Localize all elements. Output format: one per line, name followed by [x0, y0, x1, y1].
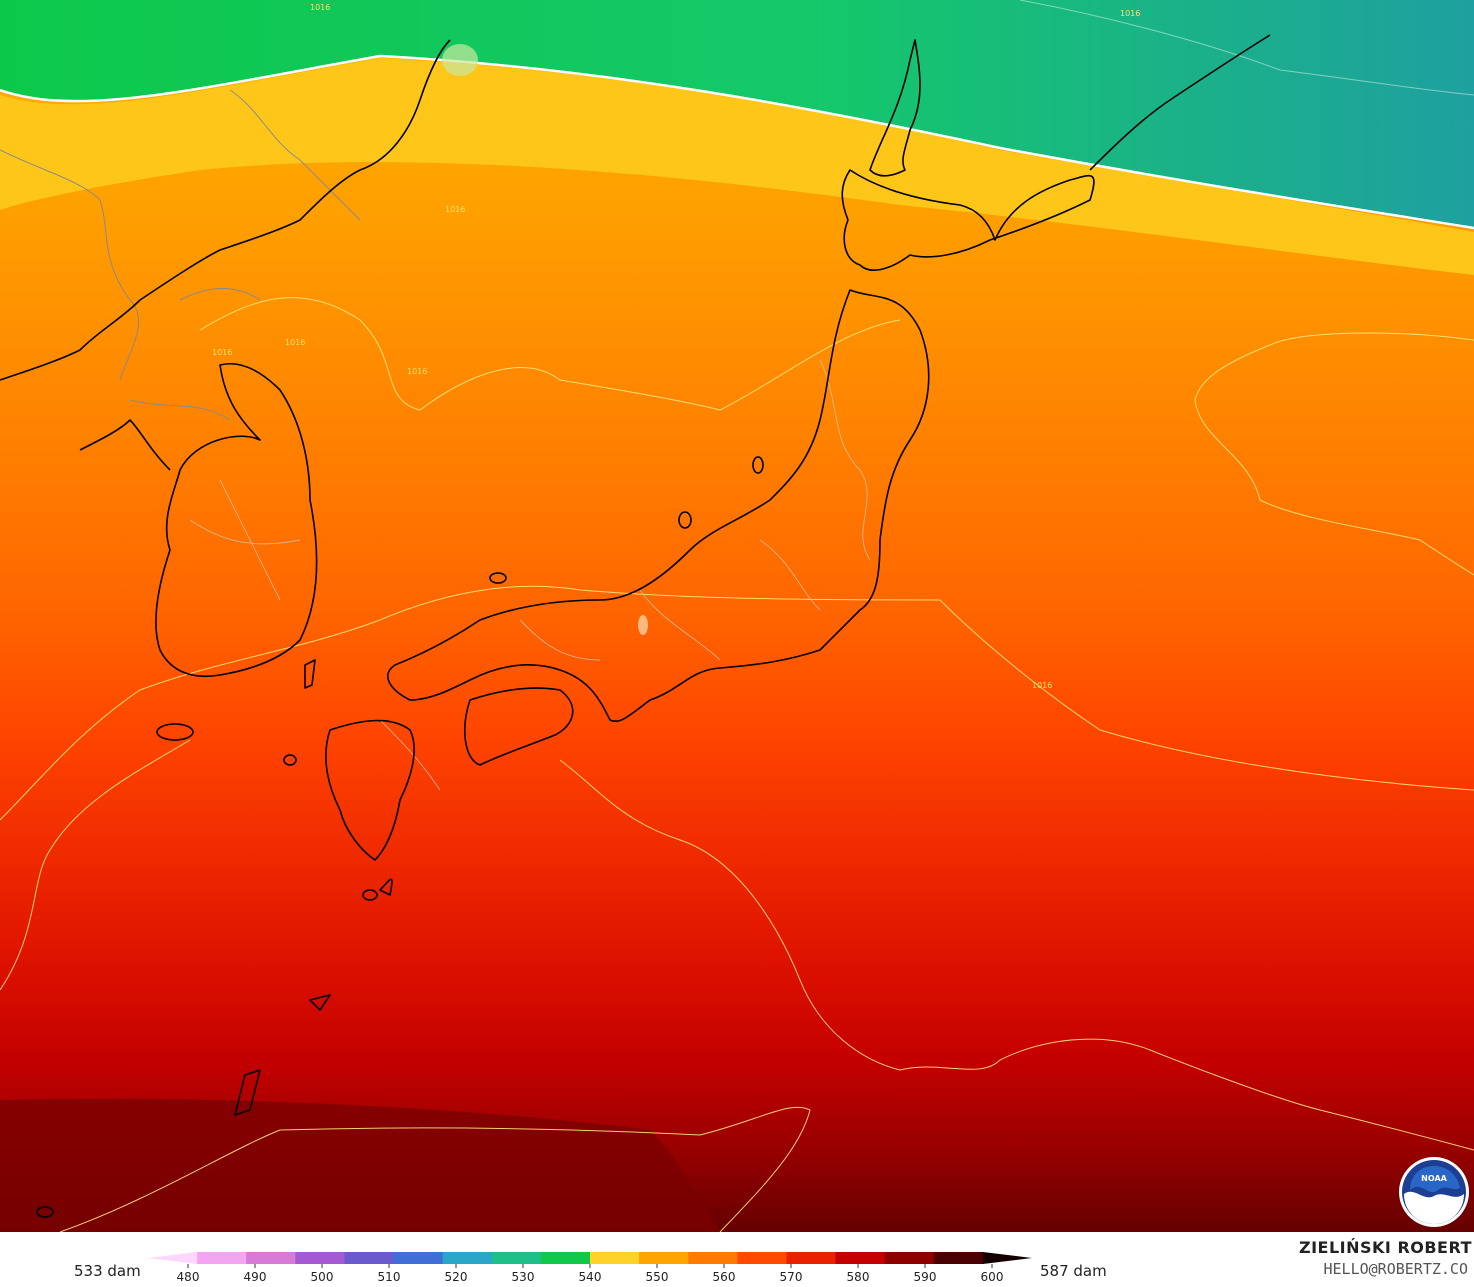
- isobar-label: 1016: [1032, 681, 1052, 690]
- isobar-label: 1016: [407, 367, 427, 376]
- legend-max-label: 587 dam: [1040, 1262, 1107, 1280]
- author-email: HELLO@ROBERTZ.CO: [1323, 1260, 1469, 1278]
- color-scale-band: [982, 1252, 1032, 1264]
- coastlines: [0, 34, 1271, 1218]
- color-scale-tick-label: 560: [713, 1270, 736, 1284]
- color-scale-tick-label: 530: [512, 1270, 535, 1284]
- color-scale-band: [148, 1252, 198, 1264]
- hokkaido-coast: [841, 169, 1095, 271]
- color-scale-tick-label: 590: [914, 1270, 937, 1284]
- isobar-label: 1016: [212, 348, 232, 357]
- color-scale-tick-label: 510: [378, 1270, 401, 1284]
- isobar-label: 1016: [1120, 9, 1140, 18]
- shikoku-coast: [464, 687, 574, 766]
- color-scale-tick-label: 480: [177, 1270, 200, 1284]
- color-scale-band: [737, 1252, 787, 1264]
- kuril-coast: [1089, 34, 1271, 171]
- color-scale-band: [933, 1252, 984, 1264]
- color-scale-band: [491, 1252, 542, 1264]
- color-scale-tick-label: 550: [646, 1270, 669, 1284]
- jeju-coast: [156, 723, 194, 741]
- korea-coast: [155, 363, 318, 677]
- kyushu-coast: [325, 719, 415, 861]
- color-scale-band: [393, 1252, 444, 1264]
- liaodong-coast: [79, 419, 171, 471]
- legend-footer: 533 dam 480 490 500 510 520 530 540 550 560 570 58…: [0, 1232, 1474, 1287]
- color-scale-band: [590, 1252, 640, 1264]
- noaa-logo-icon: NOAA: [1399, 1157, 1469, 1227]
- color-scale-tick-label: 600: [981, 1270, 1004, 1284]
- isobar-label-group: 1016 1016 1016 1016 1016 1016 1016: [212, 3, 1140, 690]
- color-scale-bands: [148, 1252, 1032, 1264]
- color-scale-tick-label: 540: [579, 1270, 602, 1284]
- noaa-logo-text: NOAA: [1421, 1174, 1447, 1183]
- color-scale-band: [442, 1252, 493, 1264]
- sakhalin-coast: [869, 39, 921, 177]
- color-scale-tick-label: 580: [847, 1270, 870, 1284]
- contour-552: [0, 54, 1474, 230]
- height-band-555: [0, 58, 1474, 275]
- color-scale-band: [295, 1252, 345, 1264]
- color-scale-band: [344, 1252, 395, 1264]
- color-scale-band: [835, 1252, 886, 1264]
- lake-khanka: [442, 44, 478, 76]
- color-scale-ticks: 480 490 500 510 520 530 540 550 560 570 580 590 600: [177, 1264, 1004, 1284]
- color-scale-band: [246, 1252, 296, 1264]
- author-credit: ZIELIŃSKI ROBERT: [1298, 1238, 1472, 1257]
- geopotential-height-map: 1016 1016 1016 1016 1016 1016 1016: [0, 0, 1474, 1232]
- admin-borders: [0, 89, 361, 421]
- legend-min-label: 533 dam: [74, 1262, 141, 1280]
- prefecture-borders: [189, 359, 871, 791]
- isobars: [0, 297, 1474, 1232]
- lake-biwa: [638, 615, 648, 635]
- isobar-label: 1016: [285, 338, 305, 347]
- color-scale-band: [786, 1252, 837, 1264]
- color-scale-tick-label: 520: [445, 1270, 468, 1284]
- color-scale-bar: 480 490 500 510 520 530 540 550 560 570 580 590 600: [148, 1252, 1032, 1284]
- isobar-label: 1016: [445, 205, 465, 214]
- color-scale-tick-label: 570: [780, 1270, 803, 1284]
- color-scale-tick-label: 500: [311, 1270, 334, 1284]
- color-scale-band: [540, 1252, 591, 1264]
- color-scale-band: [197, 1252, 247, 1264]
- isobar-label: 1016: [310, 3, 330, 12]
- color-scale-tick-label: 490: [244, 1270, 267, 1284]
- honshu-coast: [387, 289, 930, 722]
- height-band-590: [0, 1098, 720, 1232]
- color-scale-band: [639, 1252, 689, 1264]
- color-scale-band: [884, 1252, 935, 1264]
- color-scale-band: [688, 1252, 738, 1264]
- china-coast: [0, 39, 451, 381]
